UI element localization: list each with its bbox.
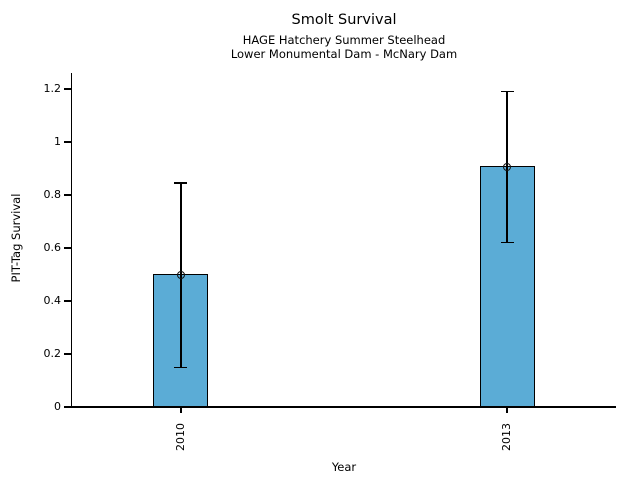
- y-tick: [64, 194, 71, 196]
- x-tick: [506, 407, 508, 413]
- y-tick-label: 0.4: [43, 294, 62, 307]
- chart-subtitle-line2: Lower Monumental Dam - McNary Dam: [230, 47, 458, 61]
- error-bar-cap-top: [174, 182, 188, 184]
- y-tick-label: 0.8: [43, 188, 62, 201]
- y-tick: [64, 88, 71, 90]
- y-tick-label: 1.2: [43, 82, 62, 95]
- point-marker: [176, 270, 185, 279]
- error-bar-cap-bottom: [174, 366, 188, 368]
- y-tick: [64, 300, 71, 302]
- x-tick-label: 2013: [500, 423, 514, 451]
- y-tick-label: 0.2: [43, 347, 62, 360]
- error-bar-cap-top: [500, 90, 514, 93]
- y-tick-label: 1: [54, 135, 61, 148]
- y-tick-label: 0.6: [43, 241, 62, 254]
- y-tick: [64, 353, 71, 355]
- chart-subtitle-line1: HAGE Hatchery Summer Steelhead: [242, 33, 446, 47]
- y-tick: [64, 141, 71, 143]
- x-axis-line: [70, 406, 616, 408]
- y-tick: [64, 406, 71, 408]
- y-tick-label: 0: [54, 400, 61, 413]
- y-tick: [64, 247, 71, 249]
- chart-title: Smolt Survival: [291, 12, 397, 28]
- x-tick-label: 2010: [173, 423, 187, 451]
- y-axis-line: [70, 73, 72, 408]
- x-axis-label: Year: [331, 460, 357, 474]
- x-tick: [180, 407, 182, 413]
- error-bar-cap-bottom: [500, 241, 514, 244]
- point-marker: [503, 163, 512, 172]
